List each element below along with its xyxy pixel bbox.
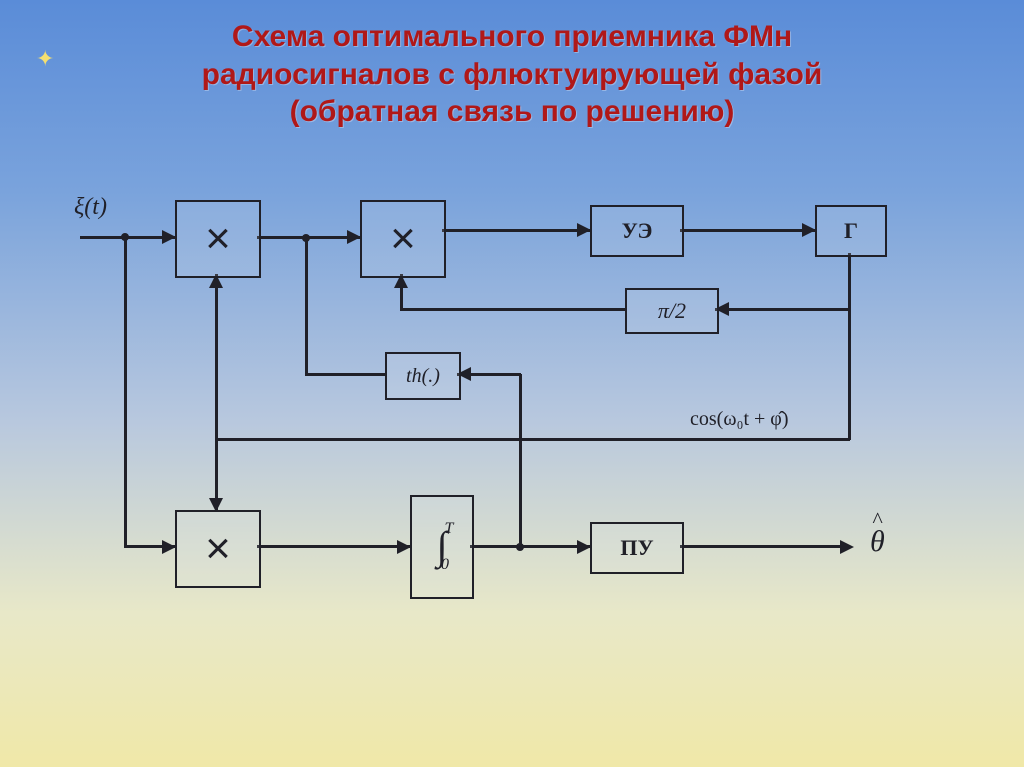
arrow-icon (347, 230, 361, 244)
arrow-icon (840, 540, 854, 554)
decision-block: ПУ (590, 522, 684, 574)
arrow-icon (162, 540, 176, 554)
ue-label: УЭ (622, 218, 653, 244)
wire (215, 274, 218, 440)
multiplier-block-2: × (360, 200, 446, 278)
title-line-1: Схема оптимального приемника ФМн (232, 20, 792, 53)
arrow-icon (577, 540, 591, 554)
input-signal-label: ξ(t) (74, 194, 107, 221)
wire (305, 373, 385, 376)
g-label: Г (844, 218, 858, 244)
integrator-block: T ∫ 0 (410, 495, 474, 599)
title-line-3: (обратная связь по решению) (290, 95, 735, 128)
junction-node (302, 234, 310, 242)
multiplier-block-1: × (175, 200, 261, 278)
wire (470, 545, 590, 548)
phase-shift-block: π/2 (625, 288, 719, 334)
wire (519, 374, 522, 547)
arrow-icon (577, 223, 591, 237)
integrator-lower-limit: 0 (441, 556, 449, 574)
wire (680, 545, 850, 548)
wire (400, 308, 625, 311)
generator-block: Г (815, 205, 887, 257)
ue-block: УЭ (590, 205, 684, 257)
page-title: Схема оптимального приемника ФМн радиоси… (0, 0, 1024, 131)
arrow-icon (397, 540, 411, 554)
wire (215, 438, 850, 441)
arrow-icon (162, 230, 176, 244)
multiply-icon: × (205, 214, 231, 264)
pu-label: ПУ (620, 535, 653, 561)
tanh-block: th(.) (385, 352, 461, 400)
arrow-icon (802, 223, 816, 237)
th-label: th(.) (406, 365, 440, 388)
wire (257, 545, 410, 548)
block-diagram: ξ(t) cos(ω₀t + φ̂) θ^ (80, 180, 940, 700)
wire (442, 229, 590, 232)
multiplier-block-3: × (175, 510, 261, 588)
wire (680, 229, 815, 232)
multiply-icon: × (390, 214, 416, 264)
pi-half-label: π/2 (658, 298, 686, 324)
title-line-2: радиосигналов с флюктуирующей фазой (202, 58, 823, 91)
wire (715, 308, 850, 311)
wire (848, 253, 851, 440)
wire (124, 237, 127, 547)
multiply-icon: × (205, 524, 231, 574)
cos-label: cos(ω₀t + φ̂) (690, 408, 789, 431)
wire (305, 237, 308, 375)
output-theta-label: θ^ (870, 525, 885, 559)
decorative-star: ✦ (36, 46, 54, 72)
